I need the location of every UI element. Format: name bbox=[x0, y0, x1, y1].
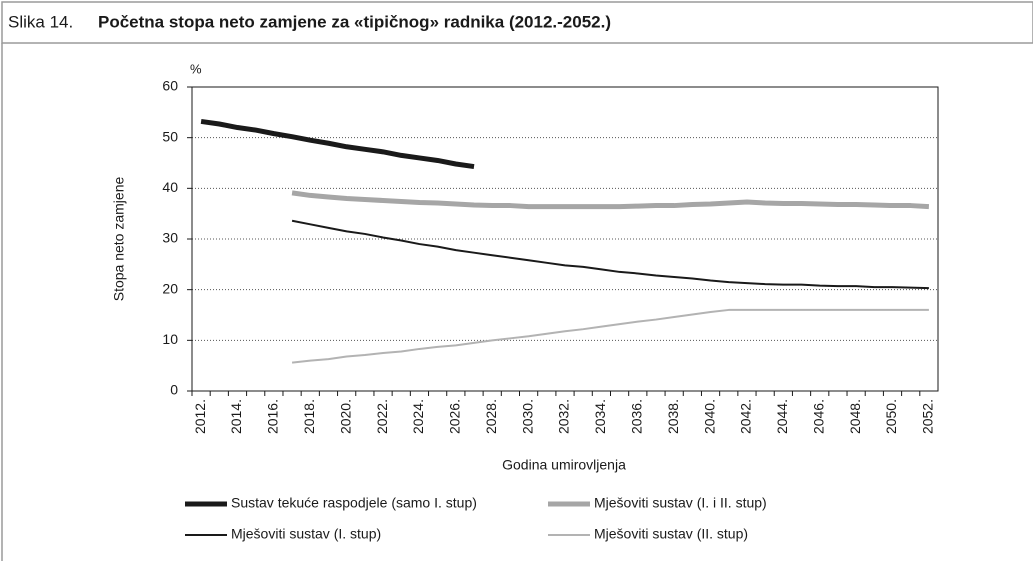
x-tick-label: 2034. bbox=[592, 399, 608, 434]
y-tick-label: 10 bbox=[162, 331, 178, 347]
x-tick-label: 2040. bbox=[701, 399, 717, 434]
x-tick-label: 2026. bbox=[447, 399, 463, 434]
x-tick-label: 2022. bbox=[374, 399, 390, 434]
x-tick-label: 2016. bbox=[265, 399, 281, 434]
x-tick-label: 2014. bbox=[228, 399, 244, 434]
x-tick-label: 2028. bbox=[483, 399, 499, 434]
x-tick-label: 2032. bbox=[556, 399, 572, 434]
x-tick-label: 2052. bbox=[920, 399, 936, 434]
plot-frame bbox=[191, 86, 939, 392]
y-tick-label: 50 bbox=[162, 128, 178, 144]
x-axis-label: Godina umirovljenja bbox=[502, 457, 626, 473]
x-tick-label: 2030. bbox=[519, 399, 535, 434]
y-tick-label: 60 bbox=[162, 78, 178, 94]
x-tick-label: 2042. bbox=[738, 399, 754, 434]
x-tick-label: 2012. bbox=[192, 399, 208, 434]
x-tick-label: 2046. bbox=[810, 399, 826, 434]
legend-label: Mješoviti sustav (I. stup) bbox=[231, 526, 381, 542]
series-line bbox=[291, 308, 929, 364]
x-tick-label: 2018. bbox=[301, 399, 317, 434]
figure-label: Slika 14. bbox=[8, 12, 73, 31]
unit-label: % bbox=[190, 61, 202, 76]
y-tick-label: 40 bbox=[162, 179, 178, 195]
series-line bbox=[291, 219, 929, 290]
x-tick-label: 2038. bbox=[665, 399, 681, 434]
y-tick-label: 20 bbox=[162, 280, 178, 296]
chart-title: Početna stopa neto zamjene za «tipičnog»… bbox=[98, 12, 611, 31]
x-tick-label: 2050. bbox=[883, 399, 899, 434]
y-axis-label: Stopa neto zamjene bbox=[111, 177, 127, 302]
x-tick-label: 2036. bbox=[628, 399, 644, 434]
legend-label: Mješoviti sustav (I. i II. stup) bbox=[594, 495, 767, 511]
x-tick-label: 2048. bbox=[847, 399, 863, 434]
legend-label: Mješoviti sustav (II. stup) bbox=[594, 526, 748, 542]
x-tick-label: 2024. bbox=[410, 399, 426, 434]
legend-label: Sustav tekuće raspodjele (samo I. stup) bbox=[231, 495, 477, 511]
y-tick-label: 30 bbox=[162, 230, 178, 246]
y-tick-label: 0 bbox=[170, 382, 178, 398]
series-line bbox=[291, 190, 930, 210]
x-tick-label: 2020. bbox=[337, 399, 353, 434]
title-bar bbox=[1, 1, 1033, 44]
x-tick-label: 2044. bbox=[774, 399, 790, 434]
series-line bbox=[200, 118, 475, 170]
